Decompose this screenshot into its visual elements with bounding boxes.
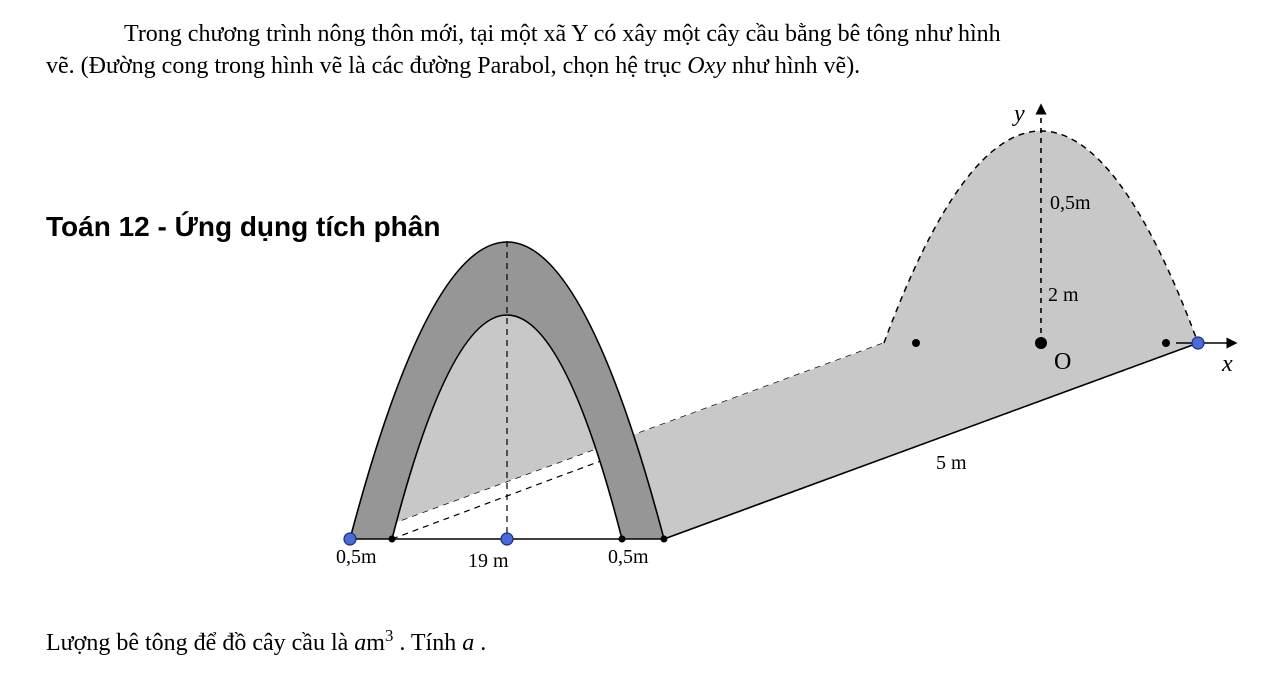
bridge-figure: y x O 0,5m 2 m 5 m 0,5m 19 m 0,5m <box>276 91 1246 591</box>
label-front-left-edge: 0,5m <box>336 546 377 568</box>
problem-oxy: Oxy <box>687 53 726 79</box>
origin-marker <box>1035 337 1047 349</box>
bottom-question: Lượng bê tông để đồ cây cầu là am3 . Tín… <box>46 626 486 657</box>
label-y-axis: y <box>1012 101 1025 127</box>
problem-line-2: vẽ. (Đường cong trong hình vẽ là các đườ… <box>46 50 1234 82</box>
front-base-right-marker <box>661 535 668 542</box>
problem-line-1: Trong chương trình nông thôn mới, tại mộ… <box>46 18 1234 50</box>
label-inner-height: 2 m <box>1048 284 1079 306</box>
label-origin: O <box>1054 349 1071 375</box>
label-x-axis: x <box>1221 351 1233 377</box>
label-front-right-edge: 0,5m <box>608 546 649 568</box>
front-base-left-marker <box>344 533 356 545</box>
back-inner-right-marker <box>1162 339 1170 347</box>
bottom-unit-m: m <box>366 630 385 656</box>
front-inner-left-marker <box>389 535 396 542</box>
problem-text: Trong chương trình nông thôn mới, tại mộ… <box>46 18 1234 83</box>
bottom-post: . <box>474 630 486 656</box>
label-top-gap: 0,5m <box>1050 192 1091 214</box>
bottom-a: a <box>354 630 366 656</box>
back-base-right-marker <box>1192 337 1204 349</box>
problem-line-2-pre: vẽ. (Đường cong trong hình vẽ là các đườ… <box>46 53 687 79</box>
label-front-mid: 19 m <box>468 550 509 572</box>
bottom-pre: Lượng bê tông để đồ cây cầu là <box>46 630 354 656</box>
bottom-a2: a <box>462 630 474 656</box>
problem-line-2-post: như hình vẽ). <box>726 53 860 79</box>
page-root: Trong chương trình nông thôn mới, tại mộ… <box>0 0 1280 675</box>
back-inner-left-marker <box>912 339 920 347</box>
figure-wrap: Toán 12 - Ứng dụng tích phân <box>46 83 1234 603</box>
front-base-mid-marker <box>501 533 513 545</box>
front-inner-right-marker <box>619 535 626 542</box>
bottom-mid: . Tính <box>393 630 462 656</box>
label-depth: 5 m <box>936 452 967 474</box>
